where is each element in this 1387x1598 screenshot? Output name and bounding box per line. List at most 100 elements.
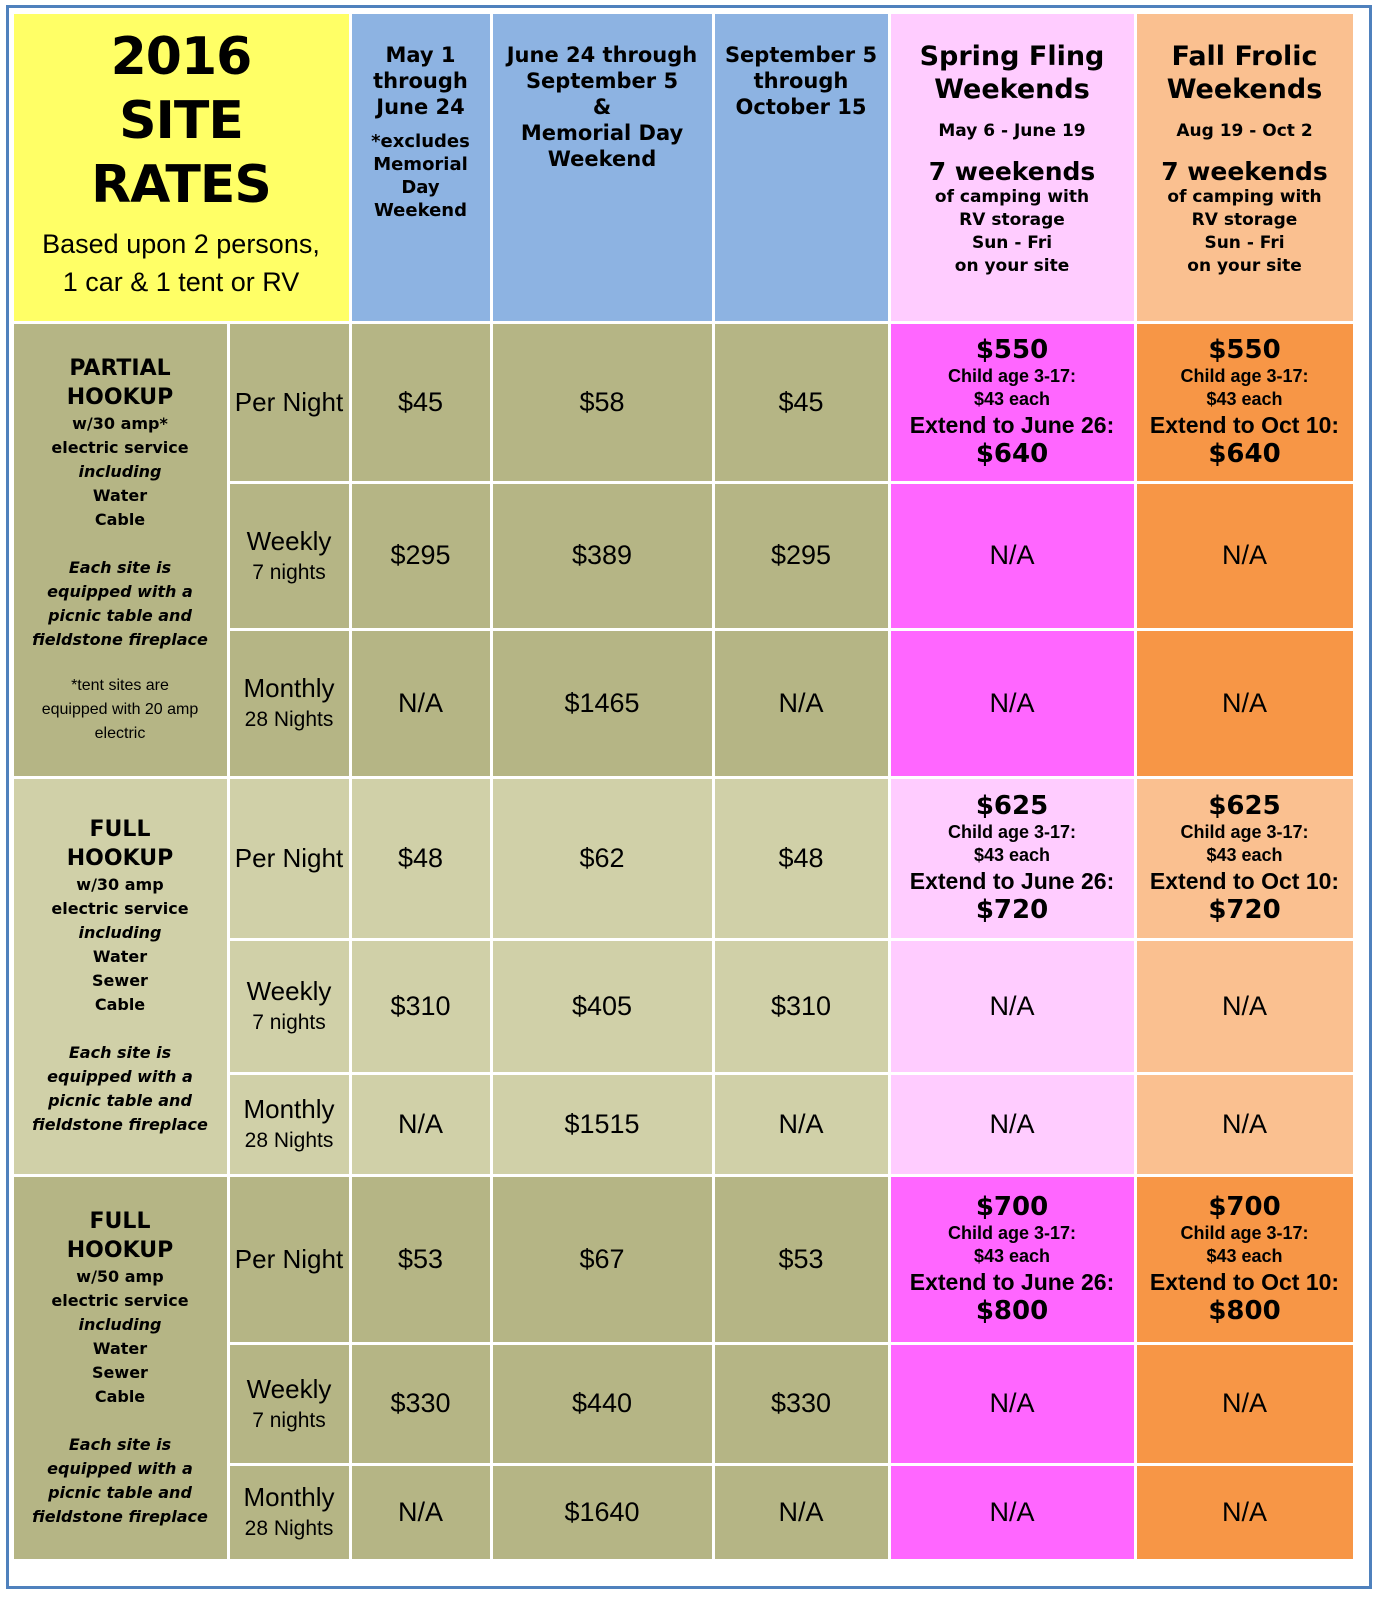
package-detail: of camping with [934, 186, 1090, 207]
site-equipment-note: picnic table and [48, 1091, 192, 1110]
fall-weekly-cell: N/A [1136, 940, 1353, 1072]
extension-label: Extend to Oct 10: [1149, 1269, 1340, 1295]
header-september-october: September 5 through October 15 [714, 13, 888, 321]
tent-site-note: equipped with 20 amp [41, 700, 199, 718]
rate-value: $45 [397, 386, 444, 417]
rate-cell: N/A [714, 630, 888, 776]
header-line: through [373, 68, 468, 93]
period-weekly: Weekly 7 nights [229, 940, 349, 1072]
rate-cell: $45 [351, 323, 490, 481]
site-type-amenity: Water [92, 947, 148, 966]
child-rate-label: Child age 3-17: [1180, 366, 1309, 386]
package-price: $700 [1208, 1192, 1281, 1222]
period-label: Monthly [243, 673, 335, 703]
rate-value: $48 [397, 842, 444, 873]
package-title: Weekends [1166, 73, 1323, 105]
header-note: *excludes [371, 130, 470, 152]
header-note: Day [401, 176, 440, 198]
site-type-amenity: Cable [94, 1386, 146, 1406]
extension-price: $800 [1208, 1296, 1281, 1326]
package-detail: on your site [954, 255, 1070, 276]
package-price: $700 [975, 1192, 1049, 1222]
spring-weekly-cell: N/A [890, 483, 1134, 628]
period-sub-label: 28 Nights [244, 708, 334, 731]
package-price: $550 [975, 335, 1049, 365]
rate-value: $440 [571, 1388, 633, 1418]
site-equipment-note: fieldstone fireplace [32, 1115, 208, 1134]
title-year: 2016 [110, 27, 253, 87]
package-weekends-count: 7 weekends [928, 156, 1096, 186]
rate-cell: N/A [351, 1465, 490, 1559]
rate-cell: $53 [714, 1176, 888, 1342]
header-note: Weekend [373, 199, 467, 221]
rate-value: $53 [397, 1243, 444, 1274]
spring-package-price-cell: $625 Child age 3-17: $43 each Extend to Jun… [890, 778, 1134, 938]
period-sub-label: 7 nights [252, 560, 326, 584]
rate-value: $389 [571, 540, 633, 570]
rate-value: $48 [778, 842, 824, 873]
extension-price: $640 [1208, 439, 1281, 469]
rate-value: N/A [989, 687, 1035, 718]
period-monthly: Monthly 28 Nights [229, 630, 349, 776]
rate-value: $58 [579, 386, 625, 417]
header-fall-frolic: Fall Frolic Weekends Aug 19 - Oct 2 7 weeke… [1136, 13, 1353, 321]
package-dates: Aug 19 - Oct 2 [1176, 120, 1313, 141]
period-sub-label: 7 nights [252, 1011, 326, 1034]
package-title: Spring Fling [919, 40, 1105, 72]
tent-site-note: *tent sites are [71, 676, 169, 694]
period-label: Monthly [243, 1094, 335, 1124]
tent-site-note: electric [94, 724, 146, 742]
child-rate-value: $43 each [973, 1246, 1051, 1266]
rate-cell: N/A [351, 1074, 490, 1174]
period-sub-label: 7 nights [252, 1408, 326, 1432]
period-label: Monthly [243, 1482, 335, 1512]
spring-monthly-cell: N/A [890, 1465, 1134, 1559]
site-type-name: HOOKUP [66, 384, 174, 410]
rate-value: $330 [390, 1388, 451, 1418]
site-type-cell: FULL HOOKUP w/30 amp electric service includ… [13, 778, 227, 1174]
site-type-including: including [78, 1314, 162, 1334]
rate-cell: $1515 [492, 1074, 712, 1174]
child-rate-value: $43 each [973, 389, 1051, 409]
site-equipment-note: picnic table and [48, 605, 192, 625]
fall-monthly-cell: N/A [1136, 1074, 1353, 1174]
site-type-amenity: Water [92, 1338, 148, 1358]
period-sub-label: 28 Nights [244, 1517, 334, 1540]
rate-value: $310 [770, 990, 832, 1021]
child-rate-value: $43 each [1206, 845, 1283, 865]
period-per-night: Per Night [229, 778, 349, 938]
rate-value: N/A [989, 1388, 1035, 1418]
site-equipment-note: equipped with a [47, 1067, 193, 1086]
spring-monthly-cell: N/A [890, 1074, 1134, 1174]
site-type-electric: electric service [51, 1290, 189, 1310]
period-label: Per Night [234, 387, 344, 417]
rate-cell: $330 [714, 1344, 888, 1463]
rate-cell: $330 [351, 1344, 490, 1463]
rate-cell: N/A [714, 1465, 888, 1559]
site-type-including: including [78, 461, 162, 481]
site-equipment-note: picnic table and [48, 1482, 192, 1502]
site-type-name: PARTIAL [69, 355, 171, 381]
header-line: June 24 [376, 94, 465, 119]
period-per-night: Per Night [229, 1176, 349, 1342]
fall-package-price-cell: $625 Child age 3-17: $43 each Extend to Oct… [1136, 778, 1353, 938]
rate-value: $67 [579, 1243, 625, 1274]
rate-cell: $1640 [492, 1465, 712, 1559]
site-type-including: including [78, 923, 162, 942]
extension-label: Extend to June 26: [909, 868, 1115, 894]
header-june-september: June 24 through September 5 & Memorial Day W… [492, 13, 712, 321]
header-line: October 15 [735, 94, 867, 119]
period-monthly: Monthly 28 Nights [229, 1465, 349, 1559]
site-equipment-note: equipped with a [47, 1458, 193, 1478]
rate-value: $1640 [564, 1496, 640, 1527]
rate-value: $62 [579, 842, 625, 873]
header-line: June 24 through [506, 42, 698, 67]
child-rate-value: $43 each [1206, 1246, 1283, 1266]
site-type-amp: w/30 amp* [72, 413, 168, 433]
header-line: & [592, 94, 612, 119]
rate-value: $1515 [564, 1108, 640, 1139]
extension-label: Extend to Oct 10: [1149, 412, 1340, 438]
child-rate-value: $43 each [1206, 389, 1283, 409]
rate-value: N/A [1221, 687, 1267, 718]
site-type-name: HOOKUP [66, 846, 174, 871]
